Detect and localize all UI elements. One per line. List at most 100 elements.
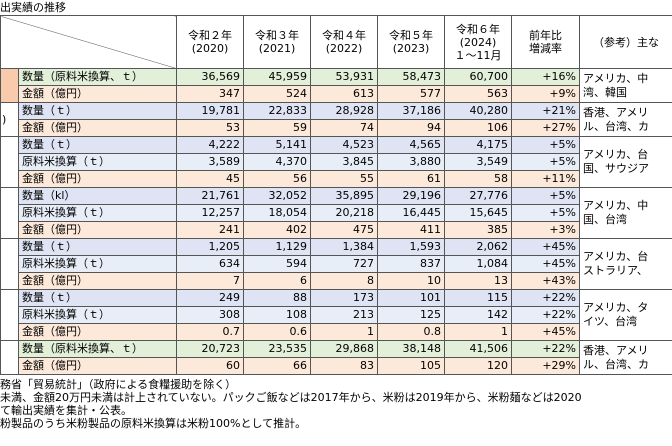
value-cell: 3,845	[310, 153, 378, 171]
value-cell: 402	[243, 221, 311, 239]
table-row: 金額（億円） 45 56 55 61 58 +11%	[1, 170, 672, 188]
value-cell: 1,384	[310, 238, 378, 256]
value-cell: 59	[243, 119, 311, 137]
change-cell: +29%	[511, 357, 580, 375]
change-cell: +16%	[511, 68, 580, 86]
title: 出実績の推移	[0, 1, 66, 14]
value-cell: 1	[310, 323, 378, 341]
table-row: 原料米換算（ｔ） 634 594 727 837 1,084 +45%	[1, 255, 672, 273]
header-row: 令和２年 (2020) 令和３年 (2021) 令和４年 (2022) 令和５年 (2…	[0, 15, 672, 69]
value-cell: 29,196	[377, 187, 445, 205]
reference-cell: アメリカ、タ イツ、台湾	[579, 289, 672, 341]
table-body: 数量（原料米換算、ｔ） 36,569 45,959 53,931 58,473 60,70…	[0, 68, 672, 375]
value-cell: 36,569	[176, 68, 244, 86]
value-cell: 22,833	[243, 102, 311, 120]
value-cell: 4,175	[444, 136, 512, 154]
value-cell: 101	[377, 289, 445, 307]
table-row: 数量（ｔ） 1,205 1,129 1,384 1,593 2,062 +45% アメリカ、台…	[0, 238, 672, 290]
item-label: 金額（億円）	[18, 170, 177, 188]
item-label: 数量（原料米換算、ｔ）	[18, 68, 177, 86]
table-row: 数量（ｔ） 249 88 173 101 115 +22% アメリカ、タ イツ、台湾	[0, 289, 672, 341]
reference-cell: アメリカ、台 ストラリア、	[579, 238, 672, 290]
table-row: 数量（ｔ） 4,222 5,141 4,523 4,565 4,175 +5% アメリカ、台 …	[0, 136, 672, 188]
value-cell: 45,959	[243, 68, 311, 86]
value-cell: 58,473	[377, 68, 445, 86]
value-cell: 108	[243, 306, 311, 324]
group-label	[0, 68, 19, 103]
value-cell: 613	[310, 85, 378, 103]
column-header: 令和４年 (2022)	[310, 15, 378, 69]
value-cell: 5,141	[243, 136, 311, 154]
value-cell: 10	[377, 272, 445, 290]
item-label: 数量（ｔ）	[18, 238, 177, 256]
table-row: 金額（億円） 53 59 74 94 106 +27%	[1, 119, 672, 137]
value-cell: 0.8	[377, 323, 445, 341]
change-cell: +9%	[511, 85, 580, 103]
item-label: 原料米換算（ｔ）	[18, 153, 177, 171]
item-label: 原料米換算（ｔ）	[18, 204, 177, 222]
value-cell: 347	[176, 85, 244, 103]
value-cell: 21,761	[176, 187, 244, 205]
item-label: 原料米換算（ｔ）	[18, 255, 177, 273]
value-cell: 105	[377, 357, 445, 375]
item-label: 数量（kl）	[18, 187, 177, 205]
value-cell: 837	[377, 255, 445, 273]
column-header: 令和２年 (2020)	[176, 15, 244, 69]
item-label: 金額（億円）	[18, 119, 177, 137]
value-cell: 524	[243, 85, 311, 103]
note-line: 未満、金額20万円未満は計上されていない。パックご飯などは2017年から、米粉は…	[0, 391, 582, 404]
value-cell: 0.6	[243, 323, 311, 341]
value-cell: 60	[176, 357, 244, 375]
item-label: 金額（億円）	[18, 323, 177, 341]
change-cell: +27%	[511, 119, 580, 137]
table-row: 数量（原料米換算、ｔ） 20,723 23,535 29,868 38,148 41,50…	[0, 340, 672, 375]
value-cell: 20,723	[176, 340, 244, 358]
value-cell: 88	[243, 289, 311, 307]
value-cell: 4,370	[243, 153, 311, 171]
table-row: 原料米換算（ｔ） 308 108 213 125 142 +22%	[1, 306, 672, 324]
column-header: 令和５年 (2023)	[377, 15, 445, 69]
value-cell: 41,506	[444, 340, 512, 358]
value-cell: 20,218	[310, 204, 378, 222]
column-header: （参考）主な	[579, 15, 672, 69]
value-cell: 38,148	[377, 340, 445, 358]
value-cell: 1,205	[176, 238, 244, 256]
value-cell: 60,700	[444, 68, 512, 86]
change-cell: +3%	[511, 221, 580, 239]
value-cell: 727	[310, 255, 378, 273]
value-cell: 8	[310, 272, 378, 290]
value-cell: 308	[176, 306, 244, 324]
reference-cell: アメリカ、中 湾、韓国	[579, 68, 672, 103]
group-label	[0, 238, 19, 290]
value-cell: 577	[377, 85, 445, 103]
value-cell: 66	[243, 357, 311, 375]
item-label: 原料米換算（ｔ）	[18, 306, 177, 324]
table-row: 金額（億円） 0.7 0.6 1 0.8 1 +45%	[1, 323, 672, 341]
notes: 務省「貿易統計」（政府による食糧援助を除く） 未満、金額20万円未満は計上されてい…	[0, 378, 672, 430]
value-cell: 241	[176, 221, 244, 239]
change-cell: +45%	[511, 323, 580, 341]
value-cell: 3,589	[176, 153, 244, 171]
value-cell: 6	[243, 272, 311, 290]
value-cell: 106	[444, 119, 512, 137]
value-cell: 7	[176, 272, 244, 290]
column-header: 令和３年 (2021)	[243, 15, 311, 69]
change-cell: +5%	[511, 136, 580, 154]
value-cell: 594	[243, 255, 311, 273]
value-cell: 13	[444, 272, 512, 290]
change-cell: +22%	[511, 289, 580, 307]
column-header: 令和６年 (2024) １〜11月	[444, 15, 512, 69]
value-cell: 2,062	[444, 238, 512, 256]
change-cell: +5%	[511, 153, 580, 171]
value-cell: 18,054	[243, 204, 311, 222]
value-cell: 120	[444, 357, 512, 375]
table-row: 金額（億円） 347 524 613 577 563 +9%	[1, 85, 672, 103]
change-cell: +5%	[511, 204, 580, 222]
column-header: 前年比 増減率	[511, 15, 580, 69]
value-cell: 4,565	[377, 136, 445, 154]
change-cell: +22%	[511, 340, 580, 358]
item-label: 数量（ｔ）	[18, 102, 177, 120]
group-label	[0, 187, 19, 239]
item-label: 数量（原料米換算、ｔ）	[18, 340, 177, 358]
